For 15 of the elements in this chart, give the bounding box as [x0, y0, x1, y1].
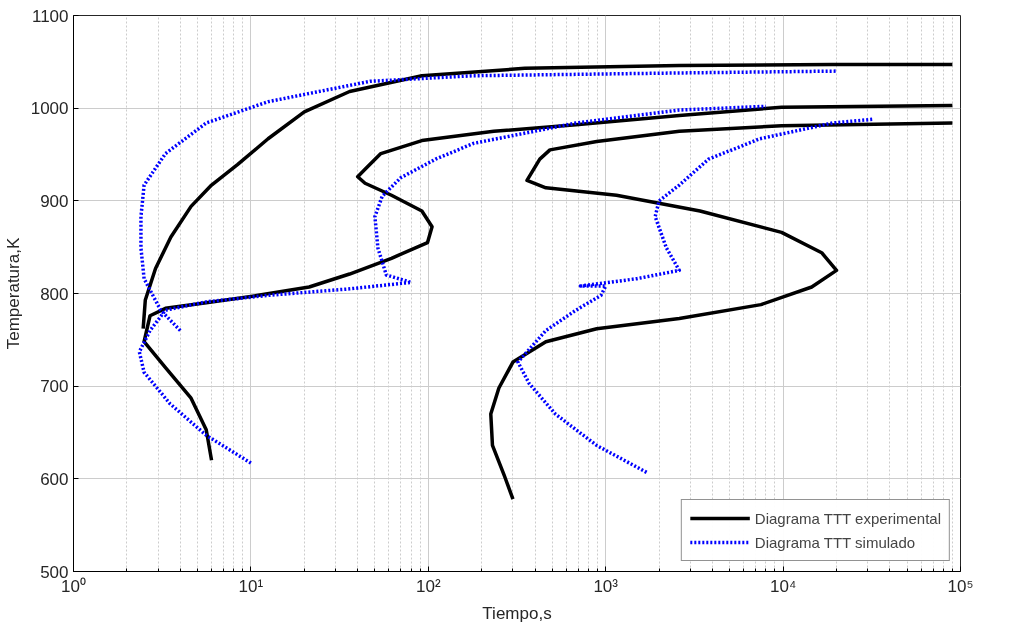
x-tick-label: 10¹	[238, 576, 264, 596]
y-tick-label: 1100	[31, 6, 69, 26]
legend-label: Diagrama TTT simulado	[754, 533, 916, 551]
y-tick-label: 1000	[30, 99, 69, 119]
x-tick-label: 10²	[416, 576, 441, 596]
x-tick-label: 10³	[593, 576, 619, 596]
y-tick-label: 900	[40, 191, 69, 211]
x-axis-title: Tiempo,s	[482, 603, 552, 623]
legend-label: Diagrama TTT experimental	[754, 509, 941, 527]
y-tick-label: 700	[40, 377, 69, 397]
x-tick-label: 10⁵	[947, 576, 974, 596]
y-axis-title: Temperatura,K	[3, 237, 23, 350]
x-tick-label: 10⁴	[769, 576, 797, 596]
y-tick-label: 600	[40, 469, 69, 489]
y-tick-label: 800	[40, 284, 69, 304]
